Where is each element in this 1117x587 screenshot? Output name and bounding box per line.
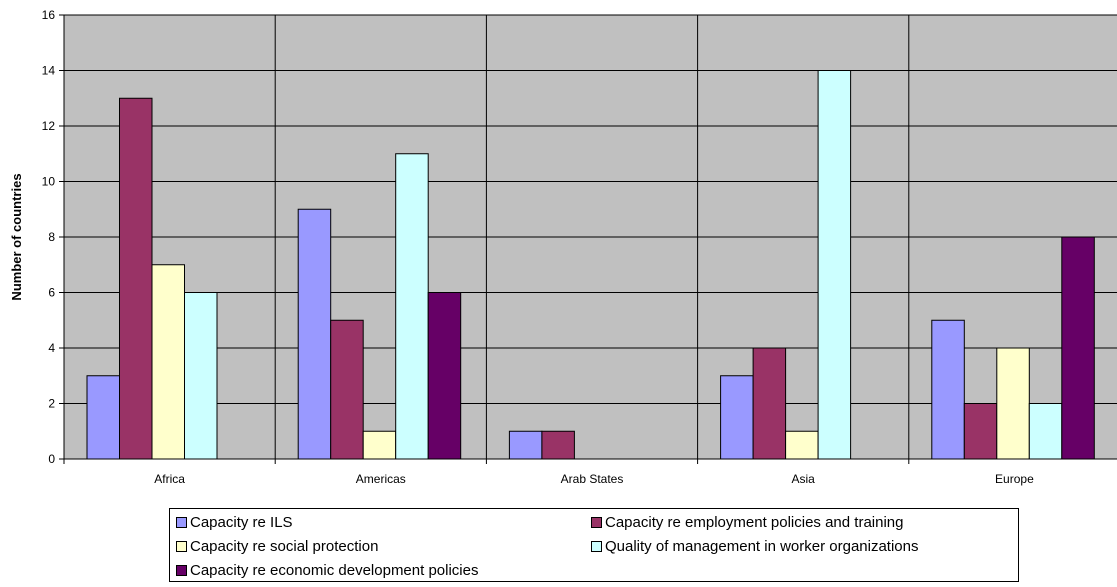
bar <box>86 375 120 460</box>
bar <box>963 403 998 460</box>
bar <box>996 347 1030 460</box>
bar <box>395 153 429 460</box>
bar <box>931 319 965 460</box>
y-tick-label: 8 <box>48 230 55 244</box>
y-tick-label: 16 <box>42 8 56 22</box>
y-tick-label: 2 <box>48 397 55 411</box>
legend-swatch <box>591 541 602 552</box>
x-tick-label: Americas <box>356 472 406 486</box>
legend-label: Quality of management in worker organiza… <box>605 538 919 555</box>
bar <box>151 264 185 460</box>
legend-swatch <box>176 517 187 528</box>
legend-label: Capacity re employment policies and trai… <box>605 514 904 531</box>
bar <box>427 292 462 460</box>
legend-item: Capacity re employment policies and trai… <box>591 514 903 531</box>
legend-label: Capacity re economic development policie… <box>190 562 479 579</box>
bars <box>86 70 1095 460</box>
bar <box>817 70 852 460</box>
legend-item: Capacity re ILS <box>176 514 293 531</box>
legend-swatch <box>176 541 187 552</box>
grid-lines <box>64 14 1117 459</box>
chart-svg: 0 2 4 6 8 10 12 14 16 Africa Americas Arab States As… <box>9 8 1117 486</box>
bar <box>785 430 819 460</box>
x-tick-label: Arab States <box>561 472 624 486</box>
bar <box>330 319 364 460</box>
bar <box>1028 403 1063 460</box>
bar <box>1061 236 1095 460</box>
axes: 0 2 4 6 8 10 12 14 16 Africa Americas Arab States As… <box>42 8 1117 486</box>
bar <box>362 430 397 460</box>
y-axis-label: Number of countries <box>9 173 24 300</box>
legend-swatch <box>176 565 187 576</box>
legend-item: Capacity re social protection <box>176 538 378 555</box>
bar <box>297 208 332 460</box>
bar <box>752 347 787 460</box>
bar <box>508 430 543 460</box>
y-tick-label: 12 <box>42 119 56 133</box>
legend: Capacity re ILS Capacity re employment po… <box>169 508 1019 582</box>
y-tick-label: 10 <box>42 175 56 189</box>
legend-swatch <box>591 517 602 528</box>
bar <box>541 430 575 460</box>
legend-item: Quality of management in worker organiza… <box>591 538 919 555</box>
x-tick-label: Europe <box>995 472 1034 486</box>
bar <box>184 292 218 460</box>
y-tick-label: 0 <box>48 452 55 466</box>
y-tick-label: 6 <box>48 286 55 300</box>
y-tick-label: 14 <box>42 64 56 78</box>
x-tick-label: Asia <box>792 472 816 486</box>
y-tick-label: 4 <box>48 341 55 355</box>
legend-label: Capacity re social protection <box>190 538 379 555</box>
legend-label: Capacity re ILS <box>190 514 293 531</box>
bar <box>720 375 754 460</box>
x-tick-label: Africa <box>154 472 185 486</box>
legend-item: Capacity re economic development policie… <box>176 562 478 579</box>
bar <box>119 97 153 460</box>
